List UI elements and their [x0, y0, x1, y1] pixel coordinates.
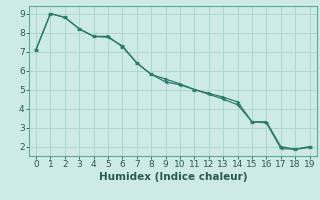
X-axis label: Humidex (Indice chaleur): Humidex (Indice chaleur): [99, 172, 247, 182]
